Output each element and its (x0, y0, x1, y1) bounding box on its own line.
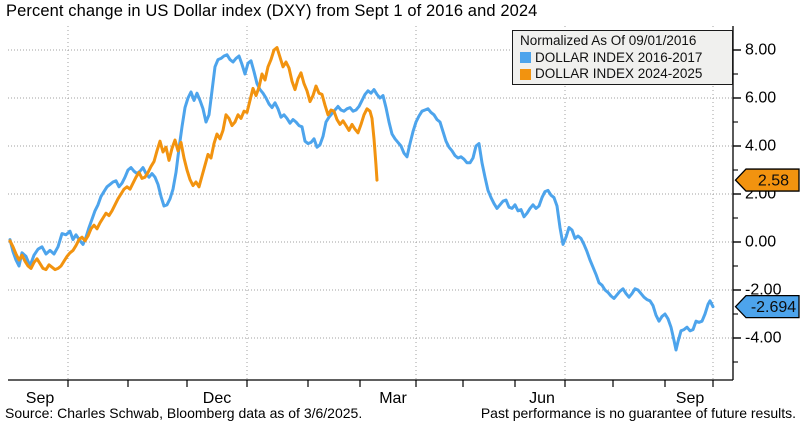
legend-entry-label: DOLLAR INDEX 2024-2025 (535, 66, 703, 81)
source-note: Source: Charles Schwab, Bloomberg data a… (5, 405, 363, 421)
last-value-tag-2016-2017 (734, 295, 800, 319)
last-value-label-2024-2025: 2.58 (758, 173, 789, 190)
y-tick-label-8.00: 8.00 (745, 42, 776, 59)
y-tick-label-4.00: 4.00 (745, 138, 776, 155)
legend-entry-label: DOLLAR INDEX 2016-2017 (535, 49, 703, 65)
chart-title: Percent change in US Dollar index (DXY) … (6, 2, 538, 20)
legend-entry-2016-2017: DOLLAR INDEX 2016-2017 (520, 50, 726, 67)
last-value-tag-2024-2025 (734, 168, 800, 192)
y-tick-label-0.00: 0.00 (745, 234, 776, 251)
x-tick-label-Jun: Jun (529, 390, 555, 407)
x-tick-label-Sep: Sep (676, 390, 705, 407)
y-tick-label--2.00: -2.00 (745, 282, 782, 299)
x-tick-label-Sep: Sep (26, 390, 55, 407)
y-tick-label--4.00: -4.00 (745, 330, 782, 347)
legend-entry-2024-2025: DOLLAR INDEX 2024-2025 (520, 66, 726, 83)
legend-color-chip-orange (520, 68, 531, 80)
last-value-label-2016-2017: -2.694 (751, 299, 796, 316)
legend-header: Normalized As Of 09/01/2016 (520, 33, 697, 48)
series-line-2024-2025 (8, 46, 379, 272)
x-tick-label-Dec: Dec (203, 390, 231, 407)
disclaimer-note: Past performance is no guarantee of futu… (480, 405, 796, 421)
x-tick-label-Mar: Mar (379, 390, 407, 407)
legend-color-chip-blue (520, 52, 531, 64)
legend-header-row: Normalized As Of 09/01/2016 (520, 33, 726, 50)
y-tick-label-6.00: 6.00 (745, 90, 776, 107)
chart-legend: Normalized As Of 09/01/2016 DOLLAR INDEX… (512, 30, 733, 85)
